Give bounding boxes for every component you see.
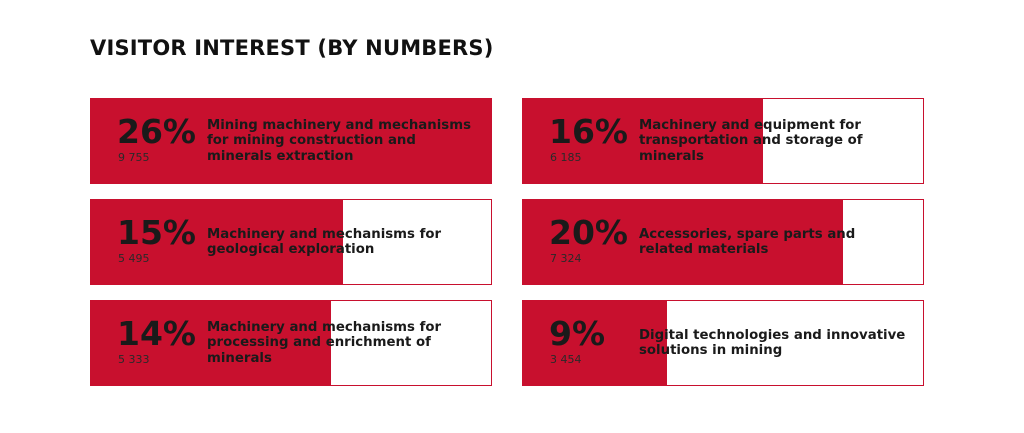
stat-percent-6: 9% [549, 314, 606, 353]
stat-percent-2: 16% [549, 112, 628, 151]
stat-card-2: 16% 6 185 Machinery and equipment for tr… [522, 98, 924, 184]
stat-percent-4: 20% [549, 213, 628, 252]
stat-card-1: 26% 9 755 Mining machinery and mechanism… [90, 98, 492, 184]
stat-bar-fill-1 [91, 99, 491, 183]
stat-count-5: 5 333 [118, 353, 150, 366]
stat-percent-1: 26% [117, 112, 196, 151]
stat-label-3: Machinery and mechanisms for geological … [207, 226, 442, 258]
stat-count-3: 5 495 [118, 252, 150, 265]
stat-bar-fill-6 [523, 301, 667, 385]
stat-count-2: 6 185 [550, 151, 582, 164]
stat-label-1: Mining machinery and mechanisms for mini… [207, 117, 471, 164]
stat-label-5: Machinery and mechanisms for processing … [207, 319, 442, 366]
stat-percent-5: 14% [117, 314, 196, 353]
stat-count-1: 9 755 [118, 151, 150, 164]
stat-bar-fill-2 [523, 99, 763, 183]
stat-label-2: Machinery and equipment for transportati… [639, 117, 863, 164]
stat-percent-3: 15% [117, 213, 196, 252]
stat-card-3: 15% 5 495 Machinery and mechanisms for g… [90, 199, 492, 285]
stat-bar-fill-5 [91, 301, 331, 385]
stat-count-4: 7 324 [550, 252, 582, 265]
page-title: VISITOR INTEREST (BY NUMBERS) [90, 36, 494, 60]
stat-count-6: 3 454 [550, 353, 582, 366]
stat-label-4: Accessories, spare parts and related mat… [639, 226, 856, 258]
stat-card-5: 14% 5 333 Machinery and mechanisms for p… [90, 300, 492, 386]
stat-bar-fill-4 [523, 200, 843, 284]
stat-bar-fill-3 [91, 200, 343, 284]
stat-card-6: 9% 3 454 Digital technologies and innova… [522, 300, 924, 386]
stat-card-4: 20% 7 324 Accessories, spare parts and r… [522, 199, 924, 285]
stat-label-6: Digital technologies and innovative solu… [639, 327, 906, 359]
